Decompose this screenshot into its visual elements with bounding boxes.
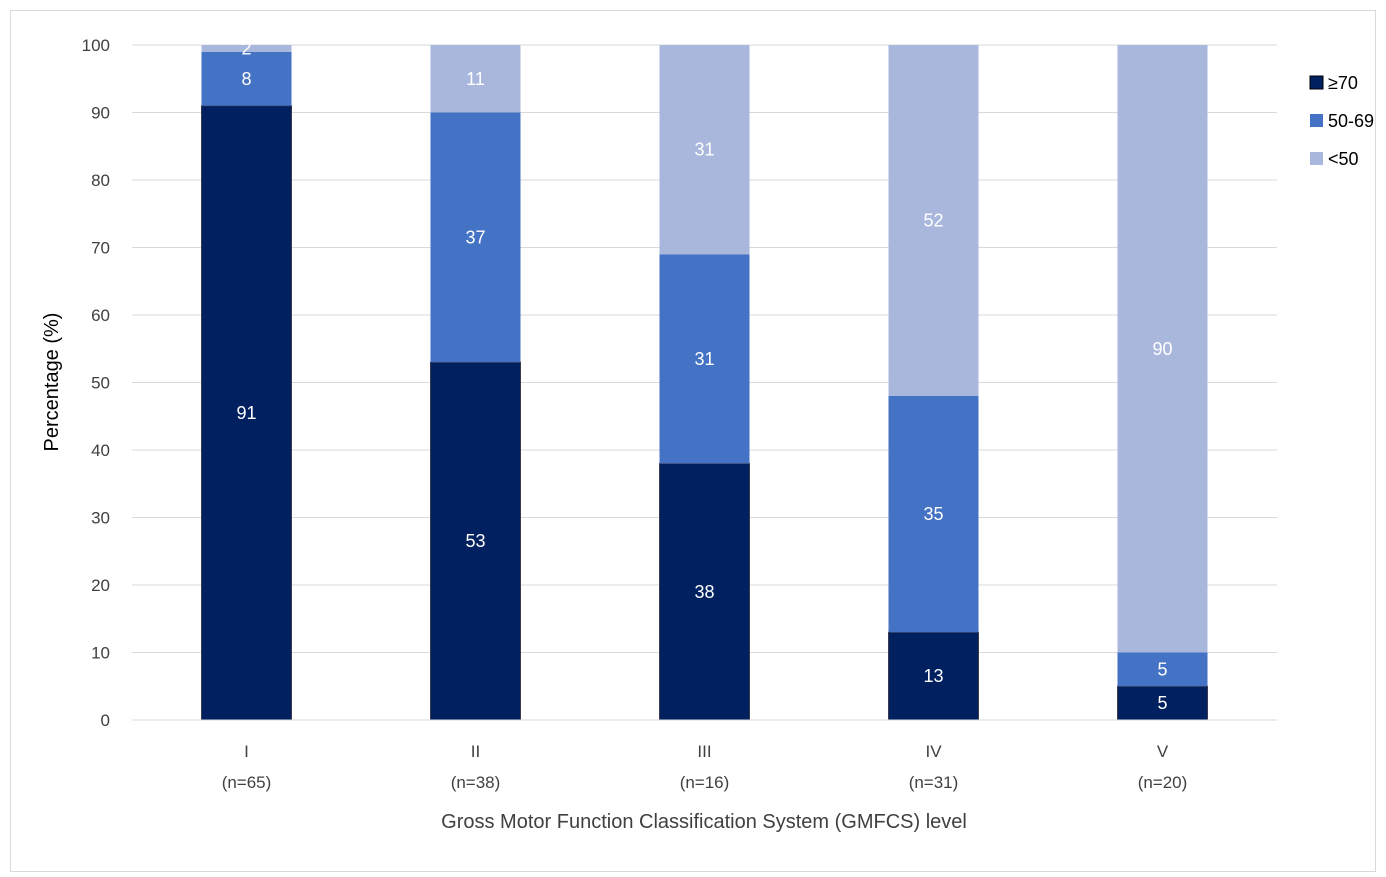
y-tick-label: 60 — [91, 306, 110, 325]
data-label: 11 — [466, 69, 485, 89]
y-tick-label: 80 — [91, 171, 110, 190]
data-label: 31 — [694, 140, 714, 160]
legend-swatch — [1310, 114, 1323, 127]
data-label: 2 — [241, 38, 251, 58]
legend-swatch — [1309, 75, 1324, 90]
y-tick-label: 70 — [91, 239, 110, 258]
bar-segment — [888, 396, 979, 633]
data-label: 5 — [1157, 659, 1167, 679]
data-label: 5 — [1157, 693, 1167, 713]
bar-segment — [659, 254, 750, 464]
bars: 91 8 2 53 37 11 38 31 31 13 35 52 5 5 90 — [201, 38, 1208, 721]
legend-label: 50-69 — [1328, 111, 1374, 131]
legend-label: <50 — [1328, 149, 1359, 169]
bar-segment — [888, 45, 979, 396]
y-tick-label: 100 — [82, 36, 110, 55]
y-tick-label: 90 — [91, 104, 110, 123]
bar-segment — [1117, 685, 1208, 721]
data-label: 90 — [1152, 339, 1172, 359]
data-label: 37 — [465, 227, 485, 247]
x-tick-count: (n=20) — [1138, 773, 1188, 792]
x-axis-ticks: I (n=65) II (n=38) III (n=16) IV (n=31) V (n=20) — [222, 742, 1188, 792]
y-tick-label: 20 — [91, 576, 110, 595]
bar-segment — [1117, 45, 1208, 653]
data-label: 52 — [923, 211, 943, 231]
bar-segment — [201, 105, 292, 721]
bar-segment — [430, 112, 521, 363]
x-tick-count: (n=38) — [451, 773, 501, 792]
y-tick-label: 50 — [91, 374, 110, 393]
data-label: 31 — [694, 349, 714, 369]
data-label: 53 — [465, 531, 485, 551]
x-tick-label: II — [471, 742, 480, 761]
data-label: 35 — [923, 504, 943, 524]
y-axis-title: Percentage (%) — [41, 313, 63, 452]
bar-segment — [659, 45, 750, 255]
y-tick-label: 40 — [91, 441, 110, 460]
x-tick-label: V — [1157, 742, 1169, 761]
y-tick-label: 0 — [101, 711, 110, 730]
bar-segment — [201, 51, 292, 106]
x-tick-label: IV — [925, 742, 942, 761]
y-tick-label: 30 — [91, 509, 110, 528]
bar-segment — [430, 45, 521, 113]
legend: ≥70 50-69 <50 — [1309, 73, 1374, 169]
bar-segment — [201, 45, 292, 52]
legend-label: ≥70 — [1328, 73, 1358, 93]
x-tick-label: I — [244, 742, 249, 761]
x-tick-count: (n=31) — [909, 773, 959, 792]
x-axis-title: Gross Motor Function Classification Syst… — [441, 811, 967, 833]
x-tick-label: III — [697, 742, 711, 761]
data-label: 38 — [694, 582, 714, 602]
x-tick-count: (n=65) — [222, 773, 272, 792]
bar-segment — [659, 463, 750, 721]
data-label: 8 — [241, 69, 251, 89]
y-tick-label: 10 — [91, 644, 110, 663]
data-label: 91 — [236, 403, 256, 423]
x-tick-count: (n=16) — [680, 773, 730, 792]
bar-segment — [1117, 652, 1208, 687]
y-axis-ticks: 0 10 20 30 40 50 60 70 80 90 100 — [82, 36, 110, 730]
legend-swatch — [1310, 152, 1323, 165]
data-label: 13 — [923, 666, 943, 686]
